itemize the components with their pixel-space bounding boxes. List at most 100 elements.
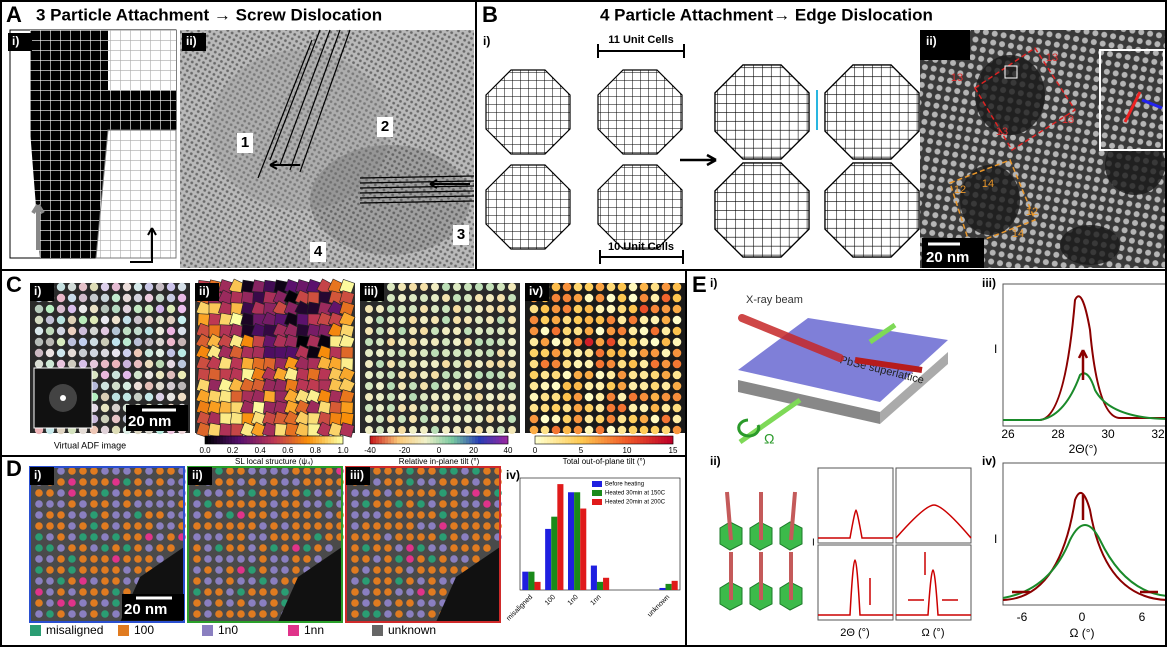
particle — [552, 415, 561, 424]
colorbar-tick: 1.0 — [337, 446, 349, 455]
colorbar-cell — [274, 436, 277, 444]
particle — [101, 599, 109, 607]
colorbar-cell — [487, 436, 490, 444]
particle — [574, 371, 583, 380]
edge-count: 14 — [1012, 228, 1024, 240]
particle — [90, 522, 98, 530]
particle — [145, 349, 153, 357]
particle — [373, 610, 381, 618]
particle — [541, 305, 550, 314]
particle — [395, 511, 403, 519]
particle — [508, 327, 516, 335]
particle — [226, 577, 234, 585]
particle — [57, 305, 65, 313]
particle — [387, 415, 395, 423]
particle — [662, 316, 671, 325]
particle — [112, 566, 120, 574]
particle — [585, 426, 594, 435]
particle — [90, 327, 98, 335]
particle — [651, 382, 660, 391]
particle — [79, 588, 87, 596]
legend-label: misaligned — [46, 623, 103, 637]
colorbar-cell — [292, 436, 295, 444]
particle — [178, 305, 186, 313]
particle — [497, 360, 505, 368]
particle — [226, 489, 234, 497]
particle — [450, 489, 458, 497]
particle — [112, 610, 120, 618]
particle — [406, 555, 414, 563]
particle — [442, 371, 450, 379]
colorbar-cell — [622, 436, 625, 444]
edge-count: 12 — [954, 184, 966, 196]
legend-label: Heated 20min at 200C — [605, 500, 666, 506]
sub-label: ii) — [186, 34, 197, 48]
particle — [384, 511, 392, 519]
particle — [453, 349, 461, 357]
particle — [596, 371, 605, 380]
particle — [101, 500, 109, 508]
colorbar-cell — [496, 436, 499, 444]
colorbar-cell — [205, 436, 208, 444]
colorbar-cell — [391, 436, 394, 444]
particle — [292, 500, 300, 508]
colorbar-cell — [547, 436, 550, 444]
x-tick-label: 0 — [1079, 610, 1086, 624]
particle — [35, 522, 43, 530]
particle — [486, 305, 494, 313]
colorbar-cell — [643, 436, 646, 444]
particle — [101, 577, 109, 585]
particle — [68, 338, 76, 346]
particle — [46, 599, 54, 607]
particle — [409, 426, 417, 434]
particle — [215, 566, 223, 574]
particle — [270, 610, 278, 618]
particle — [417, 599, 425, 607]
particle — [193, 522, 201, 530]
particle — [57, 511, 65, 519]
particle — [204, 511, 212, 519]
particle — [428, 489, 436, 497]
particle — [387, 305, 395, 313]
particle — [101, 316, 109, 324]
particle — [248, 522, 256, 530]
particle — [486, 371, 494, 379]
particle — [373, 489, 381, 497]
particle — [79, 555, 87, 563]
panel-letter: B — [482, 2, 498, 27]
particle — [365, 404, 373, 412]
particle — [395, 489, 403, 497]
particle — [428, 544, 436, 552]
particle — [101, 478, 109, 486]
particle — [226, 511, 234, 519]
particle — [204, 555, 212, 563]
particle — [508, 316, 516, 324]
particle — [574, 415, 583, 424]
particle — [46, 360, 54, 368]
particle — [417, 522, 425, 530]
particle — [464, 316, 472, 324]
particle — [90, 349, 98, 357]
particle — [453, 382, 461, 390]
particle — [156, 533, 164, 541]
particle — [541, 327, 550, 336]
particle — [475, 338, 483, 346]
particle — [406, 610, 414, 618]
colorbar-cell — [223, 436, 226, 444]
particle — [673, 327, 682, 336]
particle — [156, 382, 164, 390]
particle — [420, 393, 428, 401]
particle — [68, 360, 76, 368]
particle — [629, 338, 638, 347]
particle — [439, 555, 447, 563]
particle — [248, 489, 256, 497]
particle — [673, 371, 682, 380]
particle — [215, 533, 223, 541]
particle — [552, 404, 561, 413]
particle — [193, 588, 201, 596]
particle — [607, 426, 616, 435]
particle — [112, 599, 120, 607]
particle — [607, 360, 616, 369]
particle — [464, 327, 472, 335]
legend-swatch — [30, 625, 41, 636]
